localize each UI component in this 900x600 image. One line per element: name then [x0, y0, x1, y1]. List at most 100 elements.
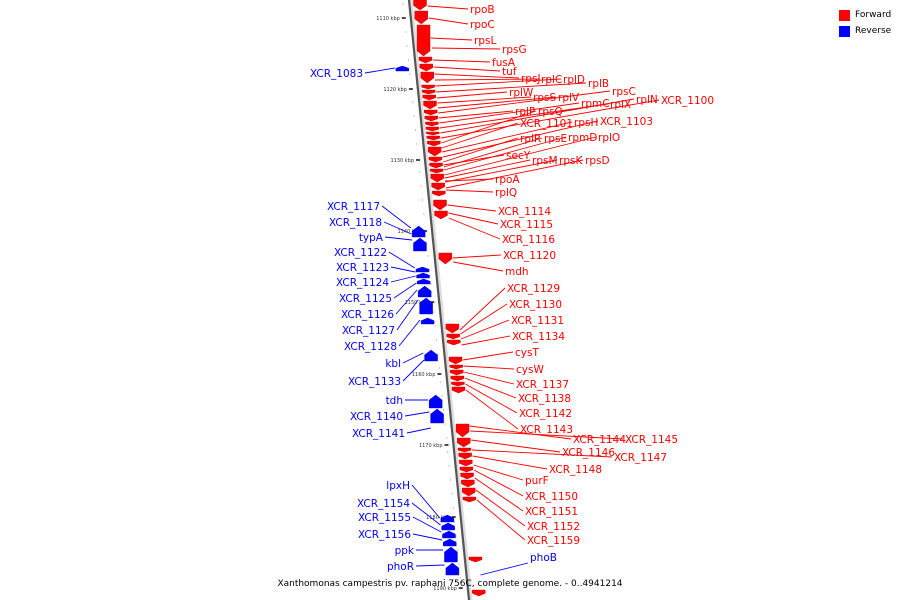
gene-label[interactable]: XCR_1124	[336, 277, 389, 289]
gene-label[interactable]: tuf	[502, 66, 517, 78]
gene-label[interactable]: rpsK	[559, 155, 583, 167]
forward-gene-arrow[interactable]	[429, 162, 443, 169]
forward-gene-arrow[interactable]	[458, 452, 472, 460]
forward-gene-arrow[interactable]	[422, 89, 436, 95]
gene-label[interactable]: phoR	[387, 561, 414, 573]
forward-gene-arrow[interactable]	[438, 252, 453, 265]
gene-label[interactable]: XCR_1143	[520, 424, 573, 436]
gene-label[interactable]: rplP	[515, 106, 535, 118]
gene-label[interactable]: XCR_1127	[342, 325, 395, 337]
gene-label[interactable]: XCR_1134	[512, 331, 565, 343]
forward-gene-arrow[interactable]	[426, 135, 440, 141]
gene-label[interactable]: XCR_1140	[350, 411, 403, 423]
forward-gene-arrow[interactable]	[468, 556, 483, 563]
forward-gene-arrow[interactable]	[425, 121, 439, 127]
reverse-gene-arrow[interactable]	[442, 530, 456, 539]
forward-gene-arrow[interactable]	[462, 496, 477, 503]
forward-gene-arrow[interactable]	[432, 190, 446, 197]
gene-label[interactable]: XCR_1101	[520, 118, 573, 130]
forward-gene-arrow[interactable]	[451, 381, 465, 387]
forward-gene-arrow[interactable]	[450, 375, 465, 382]
forward-gene-arrow[interactable]	[434, 210, 448, 220]
reverse-gene-arrow[interactable]	[443, 538, 457, 547]
gene-label[interactable]: XCR_1115	[500, 219, 553, 231]
forward-gene-arrow[interactable]	[414, 10, 428, 25]
gene-label[interactable]: XCR_1137	[516, 379, 569, 391]
gene-label[interactable]: lpxH	[386, 480, 410, 492]
gene-label[interactable]: XCR_1120	[503, 250, 556, 262]
gene-label[interactable]: XCR_1138	[518, 393, 571, 405]
gene-label[interactable]: XCR_1083	[310, 68, 363, 80]
forward-gene-arrow[interactable]	[462, 487, 476, 497]
forward-gene-arrow[interactable]	[422, 94, 436, 101]
gene-label[interactable]: rpsJ	[521, 73, 541, 85]
reverse-gene-arrow[interactable]	[415, 266, 430, 273]
gene-label[interactable]: rpsC	[612, 86, 636, 98]
gene-label[interactable]: XCR_1131	[511, 315, 564, 327]
gene-label[interactable]: XCR_1148	[549, 464, 602, 476]
gene-label[interactable]: XCR_1144	[573, 434, 626, 446]
gene-label[interactable]: XCR_1122	[334, 247, 387, 259]
gene-label[interactable]: rplC	[541, 74, 562, 86]
gene-label[interactable]: XCR_1128	[344, 341, 397, 353]
gene-label[interactable]: rpoA	[495, 174, 520, 186]
forward-gene-arrow[interactable]	[457, 437, 471, 448]
gene-label[interactable]: rpsD	[585, 155, 610, 167]
reverse-gene-arrow[interactable]	[413, 237, 427, 252]
forward-gene-arrow[interactable]	[428, 156, 443, 163]
forward-gene-arrow[interactable]	[426, 131, 440, 136]
gene-label[interactable]: phoB	[530, 552, 557, 564]
gene-label[interactable]: XCR_1151	[525, 506, 578, 518]
forward-gene-arrow[interactable]	[423, 100, 437, 110]
reverse-gene-arrow[interactable]	[411, 225, 426, 238]
gene-label[interactable]: XCR_1103	[600, 116, 653, 128]
gene-label[interactable]: purF	[525, 475, 549, 487]
gene-label[interactable]: XCR_1145	[625, 434, 678, 446]
reverse-gene-arrow[interactable]	[395, 65, 410, 72]
forward-gene-arrow[interactable]	[427, 140, 441, 147]
gene-label[interactable]: XCR_1133	[348, 376, 401, 388]
forward-gene-arrow[interactable]	[420, 71, 434, 84]
forward-gene-arrow[interactable]	[449, 364, 463, 370]
gene-label[interactable]: tdh	[386, 395, 403, 407]
forward-gene-arrow[interactable]	[460, 472, 474, 480]
reverse-gene-arrow[interactable]	[417, 285, 432, 298]
gene-label[interactable]: rpsL	[474, 35, 496, 47]
gene-label[interactable]: cysW	[516, 364, 544, 376]
gene-label[interactable]: XCR_1146	[562, 447, 615, 459]
gene-label[interactable]: rpsQ	[538, 106, 563, 118]
gene-label[interactable]: fusA	[492, 57, 516, 69]
gene-label[interactable]: XCR_1150	[525, 491, 578, 503]
forward-gene-arrow[interactable]	[446, 333, 460, 340]
forward-gene-arrow[interactable]	[413, 0, 427, 11]
forward-gene-arrow[interactable]	[461, 479, 475, 488]
gene-label[interactable]: rpmC	[581, 98, 610, 110]
forward-gene-arrow[interactable]	[433, 199, 447, 211]
gene-label[interactable]: rplX	[610, 99, 631, 111]
forward-gene-arrow[interactable]	[431, 182, 445, 191]
gene-label[interactable]: XCR_1125	[339, 293, 392, 305]
reverse-gene-arrow[interactable]	[428, 394, 443, 409]
forward-gene-arrow[interactable]	[424, 115, 439, 122]
reverse-gene-arrow[interactable]	[420, 317, 435, 325]
gene-label[interactable]: rpmD	[568, 132, 597, 144]
forward-gene-arrow[interactable]	[448, 356, 463, 365]
gene-label[interactable]: XCR_1116	[502, 234, 555, 246]
gene-label[interactable]: rpsG	[502, 44, 527, 56]
gene-label[interactable]: secY	[506, 150, 531, 162]
forward-gene-arrow[interactable]	[416, 24, 431, 57]
gene-label[interactable]: rpoC	[470, 19, 495, 31]
gene-label[interactable]: rpsM	[532, 155, 558, 167]
gene-label[interactable]: XCR_1126	[341, 309, 394, 321]
forward-gene-arrow[interactable]	[451, 386, 466, 394]
reverse-gene-arrow[interactable]	[440, 514, 455, 523]
gene-label[interactable]: XCR_1130	[509, 299, 562, 311]
gene-label[interactable]: rplQ	[495, 187, 517, 199]
forward-gene-arrow[interactable]	[455, 423, 470, 438]
reverse-gene-arrow[interactable]	[416, 278, 431, 285]
gene-label[interactable]: XCR_1159	[527, 535, 580, 547]
gene-label[interactable]: XCR_1142	[519, 408, 572, 420]
gene-label[interactable]: rpoB	[470, 4, 495, 16]
gene-label[interactable]: mdh	[505, 266, 529, 278]
gene-label[interactable]: rplV	[558, 92, 580, 104]
